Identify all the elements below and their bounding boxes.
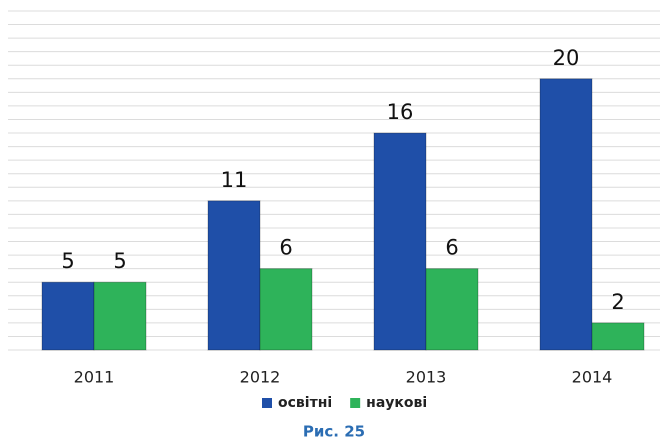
- value-label: 16: [387, 100, 414, 124]
- bar: [425, 268, 479, 351]
- x-tick-label: 2014: [572, 368, 613, 387]
- x-tick-label: 2011: [74, 368, 115, 387]
- x-tick-label: 2012: [240, 368, 281, 387]
- bar: [41, 281, 95, 351]
- value-label: 20: [553, 46, 580, 70]
- legend-swatch: [262, 398, 272, 408]
- caption: Рис. 25: [303, 423, 365, 441]
- bar: [539, 78, 593, 351]
- value-label: 6: [445, 236, 458, 260]
- x-tick-label: 2013: [406, 368, 447, 387]
- legend-label: освітні: [278, 395, 332, 411]
- bar: [259, 268, 313, 351]
- bar: [591, 322, 645, 351]
- legend-swatch: [350, 398, 361, 408]
- value-label: 5: [113, 249, 126, 273]
- value-label: 11: [221, 168, 248, 192]
- bar: [93, 281, 147, 351]
- value-label: 6: [279, 236, 292, 260]
- legend-label: наукові: [366, 395, 427, 411]
- bar: [373, 132, 427, 351]
- bar: [207, 200, 261, 351]
- value-label: 2: [611, 290, 624, 314]
- value-label: 5: [61, 249, 74, 273]
